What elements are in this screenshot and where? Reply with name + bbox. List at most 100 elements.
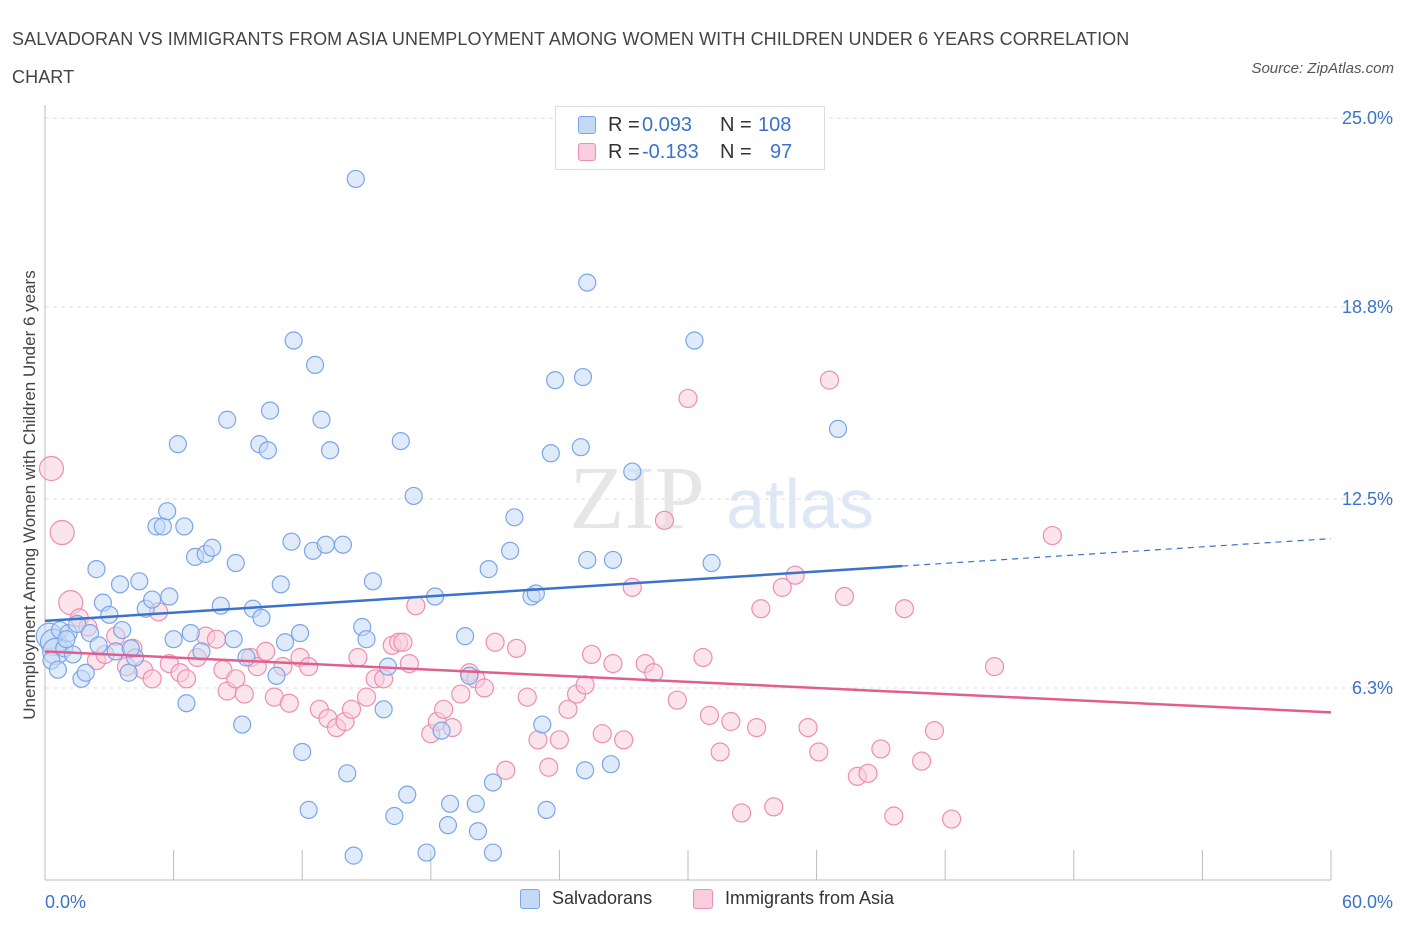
asia-point <box>710 742 730 762</box>
asia-point <box>539 757 559 777</box>
legend-item-salvadorans[interactable]: Salvadorans <box>520 888 652 909</box>
asia-point <box>858 763 878 783</box>
salvadoran-point <box>175 517 194 536</box>
salvadoran-point <box>398 785 417 804</box>
salvadoran-point <box>271 575 290 594</box>
salvadoran-point <box>316 535 335 554</box>
asia-point <box>785 565 805 585</box>
salvadoran-point <box>363 572 383 591</box>
asia-point <box>393 632 413 652</box>
asia-point <box>226 669 246 689</box>
salvadoran-point <box>357 630 376 649</box>
salvadoran-point <box>455 627 475 646</box>
asia-point <box>474 678 494 698</box>
n-value: 97 <box>770 140 793 163</box>
axes <box>44 105 1332 881</box>
asia-point <box>731 803 752 823</box>
salvadoran-point <box>537 800 556 819</box>
r-label: R = <box>608 113 640 136</box>
salvadoran-point <box>312 410 331 429</box>
legend-swatch-salvadorans <box>578 116 596 134</box>
legend-swatch-salvadorans <box>520 888 540 909</box>
salvadoran-point <box>177 694 196 713</box>
salvadoran-point <box>237 648 256 667</box>
salvadoran-point <box>57 630 76 649</box>
salvadoran-point <box>87 560 106 579</box>
asia-point <box>592 724 612 744</box>
asia-point <box>234 684 254 704</box>
salvadoran-point <box>110 575 130 594</box>
salvadoran-point <box>483 773 503 792</box>
asia-point <box>721 711 741 732</box>
salvadoran-point <box>571 438 590 457</box>
asia-point <box>434 699 454 719</box>
correlation-legend: R = 0.093 N = 108 R = -0.183 N = 97 <box>555 106 825 170</box>
asia-point <box>603 653 623 674</box>
asia-point <box>558 699 578 719</box>
salvadoran-point <box>404 486 423 506</box>
y-tick-label: 18.8% <box>1342 297 1393 317</box>
asia-point <box>764 797 784 817</box>
salvadoran-point <box>346 169 365 189</box>
series-asia-points <box>38 370 1062 829</box>
salvadoran-point <box>533 715 552 734</box>
asia-point <box>699 705 720 726</box>
r-value: 0.093 <box>642 113 693 136</box>
salvadoran-point <box>153 517 172 536</box>
legend-row-salvadorans: R = 0.093 N = 108 <box>578 112 791 138</box>
asia-point <box>49 519 75 546</box>
salvadoran-point <box>290 624 310 643</box>
salvadoran-point <box>685 331 704 350</box>
asia-point <box>693 647 713 668</box>
series-legend: Salvadorans Immigrants from Asia <box>0 888 1406 916</box>
salvadoran-point <box>440 794 460 813</box>
salvadoran-point <box>573 367 593 387</box>
chart-title: SALVADORAN VS IMMIGRANTS FROM ASIA UNEMP… <box>12 29 1130 87</box>
salvadoran-point <box>385 806 404 826</box>
asia-point <box>819 370 840 390</box>
salvadoran-point <box>432 721 451 740</box>
salvadoran-point <box>164 630 183 649</box>
salvadoran-point <box>293 742 312 762</box>
asia-point <box>809 742 829 762</box>
salvadoran-point <box>160 587 179 606</box>
legend-swatch-asia <box>693 888 713 909</box>
asia-point <box>341 699 362 719</box>
salvadoran-point <box>526 584 545 603</box>
asia-point <box>348 647 368 668</box>
asia-point <box>176 669 197 689</box>
asia-point <box>406 596 426 616</box>
legend-item-asia[interactable]: Immigrants from Asia <box>693 888 894 909</box>
asia-point <box>884 806 904 826</box>
salvadoran-point <box>576 761 595 780</box>
asia-point <box>451 684 471 704</box>
salvadoran-point <box>338 764 357 783</box>
salvadoran-point <box>106 642 125 661</box>
salvadoran-point <box>299 800 318 819</box>
salvadoran-point <box>438 816 458 835</box>
asia-point <box>279 693 299 713</box>
y-tick-label: 6.3% <box>1352 678 1393 698</box>
asia-point <box>912 751 932 771</box>
asia-point <box>575 675 595 695</box>
salvadoran-point <box>505 508 524 527</box>
salvadoran-point <box>333 535 353 554</box>
asia-point <box>549 730 570 750</box>
salvadoran-point <box>468 822 488 841</box>
salvadoran-point <box>267 666 286 685</box>
salvadoran-point <box>113 620 132 640</box>
salvadoran-point <box>203 538 222 557</box>
n-value: 108 <box>758 113 792 136</box>
x-tick-label-min: 0.0% <box>45 892 86 912</box>
tick-labels: 6.3% 12.5% 18.8% 25.0% 0.0% 60.0% <box>45 108 1393 912</box>
salvadoran-point <box>417 843 436 862</box>
legend-row-asia: R = -0.183 N = 97 <box>578 139 792 165</box>
asia-point <box>356 687 377 707</box>
watermark-atlas: atlas <box>726 465 874 543</box>
salvadoran-point <box>218 410 237 429</box>
salvadoran-point <box>603 550 623 570</box>
asia-point <box>256 641 276 662</box>
salvadoran-point <box>344 846 363 865</box>
asia-point <box>984 657 1005 677</box>
asia-point <box>206 629 227 649</box>
